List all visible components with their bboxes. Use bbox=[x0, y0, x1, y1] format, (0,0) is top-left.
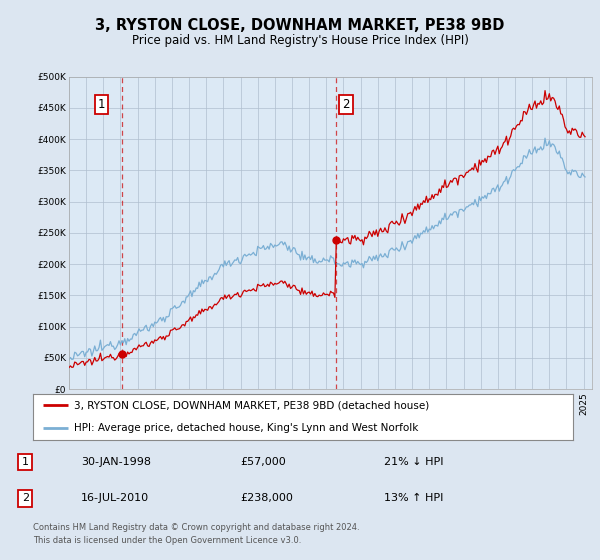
Text: 21% ↓ HPI: 21% ↓ HPI bbox=[384, 457, 443, 467]
Text: Contains HM Land Registry data © Crown copyright and database right 2024.: Contains HM Land Registry data © Crown c… bbox=[33, 523, 359, 532]
Text: 1: 1 bbox=[22, 457, 29, 467]
Text: Price paid vs. HM Land Registry's House Price Index (HPI): Price paid vs. HM Land Registry's House … bbox=[131, 34, 469, 47]
Text: 1: 1 bbox=[97, 99, 105, 111]
Text: 3, RYSTON CLOSE, DOWNHAM MARKET, PE38 9BD (detached house): 3, RYSTON CLOSE, DOWNHAM MARKET, PE38 9B… bbox=[74, 400, 429, 410]
Text: 13% ↑ HPI: 13% ↑ HPI bbox=[384, 493, 443, 503]
Text: 3, RYSTON CLOSE, DOWNHAM MARKET, PE38 9BD: 3, RYSTON CLOSE, DOWNHAM MARKET, PE38 9B… bbox=[95, 18, 505, 32]
Text: 30-JAN-1998: 30-JAN-1998 bbox=[81, 457, 151, 467]
Text: HPI: Average price, detached house, King's Lynn and West Norfolk: HPI: Average price, detached house, King… bbox=[74, 423, 418, 433]
Text: 2: 2 bbox=[342, 99, 350, 111]
Text: 16-JUL-2010: 16-JUL-2010 bbox=[81, 493, 149, 503]
Text: 2: 2 bbox=[22, 493, 29, 503]
Text: £57,000: £57,000 bbox=[240, 457, 286, 467]
Text: £238,000: £238,000 bbox=[240, 493, 293, 503]
Text: This data is licensed under the Open Government Licence v3.0.: This data is licensed under the Open Gov… bbox=[33, 536, 301, 545]
